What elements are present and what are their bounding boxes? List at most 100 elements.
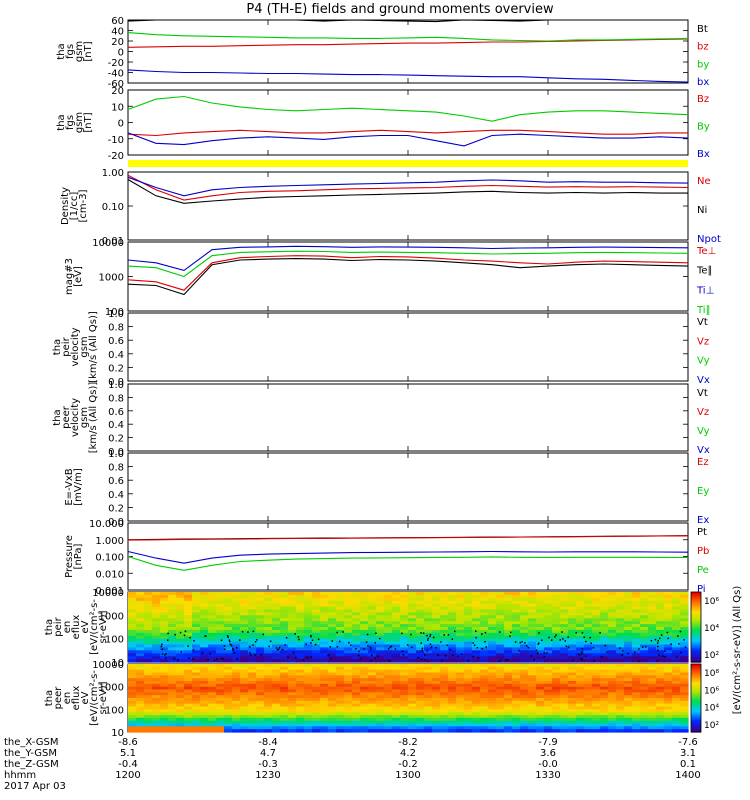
peer-spec-cell [432, 700, 441, 705]
peer-spec-cell [176, 666, 185, 671]
peir-spec-cell [640, 618, 649, 622]
peir-spec-cell [560, 609, 569, 613]
peir-spec-cell [240, 612, 249, 616]
peer-spec-cell [184, 717, 193, 722]
peer-spec-cell [304, 692, 313, 696]
peir-spec-cell [312, 638, 321, 643]
peer-spec-cell [320, 723, 329, 727]
series-Bz [127, 129, 688, 137]
peer-spec-cell [456, 686, 465, 691]
peir-spec-cell [144, 603, 153, 608]
peir-spec-cell [264, 638, 273, 643]
peir-spec-cell [152, 618, 161, 622]
peir-spec-cell [512, 641, 521, 646]
peir-spec-cell [288, 609, 297, 613]
peir-spec-cell [176, 606, 185, 611]
peir-spec-cell [280, 638, 289, 643]
colorbar-top-swatch [691, 632, 701, 635]
peir-spec-cell [160, 606, 169, 611]
y-tick-label: 1000 [99, 611, 124, 622]
peir-spec-cell [200, 612, 209, 616]
peir-spec-cell [584, 650, 593, 654]
colorbar-bottom-swatch [691, 725, 701, 728]
peer-spec-cell [432, 692, 441, 696]
peer-spec-cell [672, 703, 681, 708]
peer-spec-cell [280, 715, 289, 719]
peir-noise-dot [327, 654, 329, 657]
peer-spec-cell [616, 709, 625, 713]
peir-spec-cell [592, 594, 601, 599]
peer-spec-cell [472, 703, 481, 708]
peer-spec-cell [168, 712, 177, 716]
peir-spec-cell [344, 644, 353, 648]
peer-spec-cell [208, 712, 217, 716]
series-Bt [127, 19, 688, 23]
peir-spec-cell [224, 597, 233, 602]
peir-noise-dot [555, 634, 557, 636]
peir-spec-cell [520, 592, 529, 596]
peer-spec-cell [272, 706, 281, 710]
peir-spec-cell [504, 656, 513, 660]
peir-noise-dot [214, 659, 216, 662]
peer-spec-cell [544, 720, 553, 725]
peir-spec-cell [456, 641, 465, 646]
peer-spec-cell [344, 689, 353, 693]
panel-frame [127, 383, 689, 452]
peer-spec-cell [440, 692, 449, 696]
peer-spec-cell [264, 729, 273, 733]
peer-spec-cell [672, 695, 681, 699]
peir-spec-cell [568, 600, 577, 605]
peer-spec-cell [480, 726, 489, 730]
peer-spec-cell [424, 729, 433, 733]
peir-spec-cell [336, 618, 345, 622]
peer-spec-cell [624, 726, 633, 730]
peir-spec-cell [200, 606, 209, 611]
peir-spec-cell [368, 629, 377, 634]
peir-spec-cell [408, 638, 417, 643]
peer-spec-cell [272, 692, 281, 696]
peer-spec-cell [400, 669, 409, 674]
panel-ylabel: en [62, 692, 73, 705]
peir-spec-cell [392, 635, 401, 640]
peer-spec-cell [424, 706, 433, 710]
peir-spec-cell [568, 618, 577, 622]
peir-noise-dot [525, 645, 528, 647]
peer-spec-cell [600, 678, 609, 682]
peir-spec-cell [400, 600, 409, 605]
peer-spec-cell [312, 664, 321, 668]
peer-spec-cell [488, 698, 497, 702]
peer-spec-cell [248, 672, 257, 676]
peir-spec-cell [336, 609, 345, 613]
peir-spec-cell [648, 656, 657, 660]
peir-spec-cell [352, 597, 361, 602]
peer-spec-cell [328, 709, 337, 713]
peer-spec-cell [520, 669, 529, 674]
peer-spec-cell [680, 720, 689, 725]
peer-spec-cell [504, 681, 513, 685]
peir-spec-cell [672, 653, 681, 657]
peer-spec-cell [488, 695, 497, 699]
peir-spec-cell [440, 629, 449, 634]
peer-spec-cell [536, 700, 545, 705]
peer-spec-cell [200, 669, 209, 674]
peir-spec-cell [472, 592, 481, 596]
peer-spec-cell [232, 695, 241, 699]
peir-spec-cell [600, 627, 609, 631]
peir-spec-cell [600, 612, 609, 616]
peer-spec-cell [528, 729, 537, 733]
peir-spec-cell [392, 606, 401, 611]
peir-spec-cell [352, 644, 361, 648]
peir-spec-cell [448, 606, 457, 611]
peer-spec-cell [576, 703, 585, 708]
peer-spec-cell [368, 717, 377, 722]
peer-spec-cell [512, 666, 521, 671]
peir-spec-cell [176, 629, 185, 634]
colorbar-bottom-swatch [691, 669, 701, 672]
peer-spec-cell [344, 683, 353, 688]
peir-spec-cell [600, 659, 609, 663]
peir-spec-cell [496, 618, 505, 622]
peer-spec-cell [528, 666, 537, 671]
peer-spec-cell [664, 692, 673, 696]
peir-spec-cell [248, 627, 257, 631]
peir-spec-cell [656, 647, 665, 651]
